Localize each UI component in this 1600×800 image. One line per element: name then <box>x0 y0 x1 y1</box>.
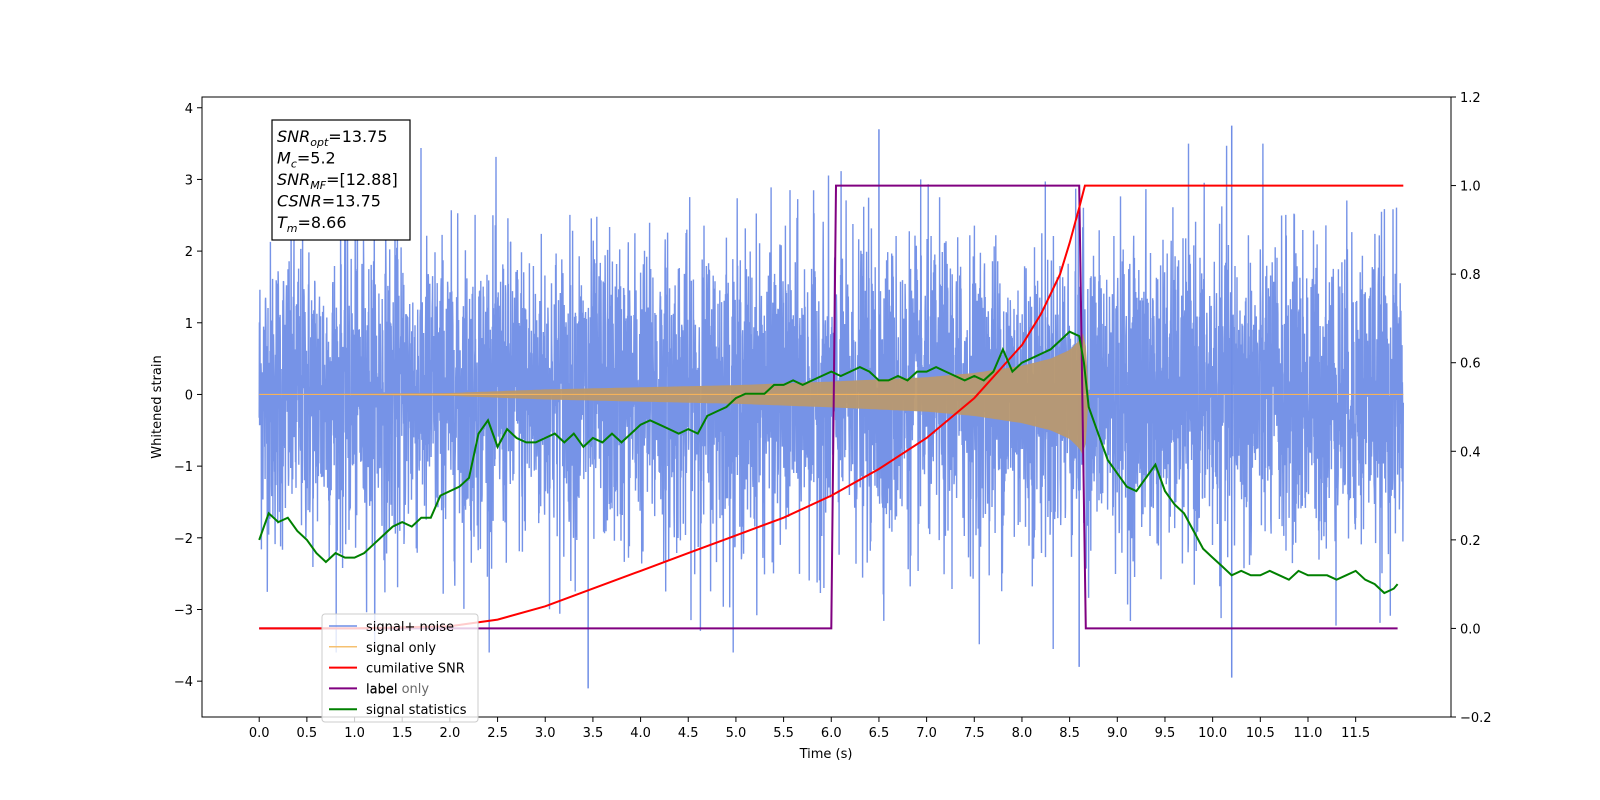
x-tick-label: 1.0 <box>344 726 365 741</box>
legend-label: signal statistics <box>366 703 467 718</box>
y-tick-label: 4 <box>185 102 193 117</box>
annotation-line: Mc=5.2 <box>277 149 336 171</box>
annotation-line: SNRopt=13.75 <box>277 127 388 149</box>
series-signal-statistics <box>258 330 1399 595</box>
annotation-box: SNRopt=13.75Mc=5.2SNRMF=[12.88]CSNR=13.7… <box>271 119 411 241</box>
legend: signal+ noise signal only cumilative SNR la… <box>321 613 479 723</box>
x-tick-label: 11.0 <box>1294 726 1323 741</box>
y-axis-label: Whitened strain <box>150 355 165 458</box>
x-tick-label: 7.5 <box>964 726 985 741</box>
y-tick-label: 0 <box>185 388 193 403</box>
x-tick-label: 2.5 <box>487 726 508 741</box>
x-tick-label: 1.5 <box>392 726 413 741</box>
x-tick-label: 7.0 <box>916 726 937 741</box>
x-tick-label: 9.0 <box>1107 726 1128 741</box>
x-tick-label: 11.5 <box>1341 726 1370 741</box>
y-tick-label: −2 <box>174 532 193 547</box>
legend-label-faint: label only <box>366 682 429 697</box>
plot-area <box>258 125 1404 689</box>
x-tick-label: 3.0 <box>535 726 556 741</box>
y2-tick-label: 0.8 <box>1460 268 1481 283</box>
y2-tick-label: −0.2 <box>1460 711 1492 726</box>
x-tick-label: 0.0 <box>249 726 270 741</box>
legend-label: signal only <box>366 641 436 656</box>
y2-tick-label: 1.2 <box>1460 91 1481 106</box>
y2-tick-label: 1.0 <box>1460 180 1481 195</box>
x-tick-label: 4.0 <box>630 726 651 741</box>
x-tick-label: 4.5 <box>678 726 699 741</box>
x-tick-label: 6.5 <box>869 726 890 741</box>
legend-label: cumilative SNR <box>366 662 465 677</box>
series-cumulative-snr <box>259 184 1404 630</box>
x-axis-label: Time (s) <box>799 747 853 762</box>
y2-tick-label: 0.6 <box>1460 357 1481 372</box>
annotation-line: SNRMF=[12.88] <box>277 170 398 192</box>
series-label <box>259 184 1398 630</box>
x-tick-label: 8.5 <box>1059 726 1080 741</box>
legend-frame <box>321 613 479 723</box>
x-tick-label: 10.0 <box>1198 726 1227 741</box>
y-tick-label: 1 <box>185 317 193 332</box>
legend-label: label <box>366 682 397 697</box>
y-tick-label: −3 <box>174 603 193 618</box>
plot-frame <box>201 96 1452 718</box>
legend-label: signal+ noise <box>366 620 454 635</box>
x-tick-label: 3.5 <box>583 726 604 741</box>
annotation-line: Tm=8.66 <box>277 213 347 235</box>
y-tick-label: 2 <box>185 245 193 260</box>
y-tick-label: 3 <box>185 173 193 188</box>
y2-tick-label: 0.4 <box>1460 445 1481 460</box>
x-tick-label: 0.5 <box>297 726 318 741</box>
y-tick-label: −4 <box>174 675 193 690</box>
axes: 0.0 0.5 1.0 1.5 2.0 2.5 3.0 3.5 4.0 4.5 5.0 5.5 6.0 6… <box>174 91 1492 741</box>
x-tick-label: 8.0 <box>1012 726 1033 741</box>
y2-tick-label: 0.0 <box>1460 622 1481 637</box>
x-tick-label: 2.0 <box>440 726 461 741</box>
x-tick-label: 5.0 <box>726 726 747 741</box>
y2-tick-label: 0.2 <box>1460 534 1481 549</box>
x-tick-label: 6.0 <box>821 726 842 741</box>
x-tick-label: 5.5 <box>773 726 794 741</box>
x-tick-label: 9.5 <box>1155 726 1176 741</box>
y-tick-label: −1 <box>174 460 193 475</box>
annotation-frame <box>271 119 411 241</box>
x-tick-label: 10.5 <box>1246 726 1275 741</box>
annotation-line: CSNR=13.75 <box>277 192 381 211</box>
